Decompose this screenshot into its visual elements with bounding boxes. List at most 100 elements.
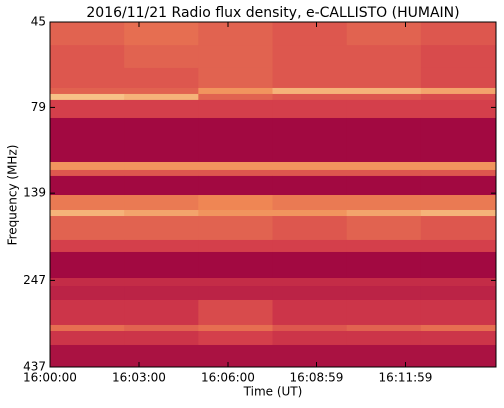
heatmap-cell <box>124 216 199 241</box>
heatmap-cell <box>346 117 422 163</box>
heatmap-cell <box>124 299 199 326</box>
heatmap-cell <box>198 99 274 119</box>
heatmap-cell <box>124 344 199 368</box>
chart-title: 2016/11/21 Radio flux density, e-CALLIST… <box>86 5 459 21</box>
heatmap-cell <box>420 299 497 326</box>
heatmap-cell <box>50 67 125 89</box>
y-axis-label: Frequency (MHz) <box>6 145 20 246</box>
heatmap-cell <box>124 93 199 101</box>
heatmap-cell <box>346 22 422 46</box>
heatmap-cell <box>346 324 422 332</box>
heatmap-cell <box>124 251 199 279</box>
heatmap-cell <box>272 239 348 253</box>
heatmap-cell <box>420 169 497 177</box>
heatmap-cell <box>124 22 199 46</box>
heatmap-cell <box>50 251 125 279</box>
heatmap-cell <box>50 286 125 301</box>
heatmap-cell <box>50 93 125 101</box>
heatmap-cell <box>420 87 497 95</box>
heatmap-cell <box>198 251 274 279</box>
heatmap-cell <box>272 216 348 241</box>
heatmap-cell <box>198 22 274 46</box>
heatmap-cell <box>420 251 497 279</box>
heatmap-cell <box>50 195 125 211</box>
heatmap-cell <box>50 87 125 95</box>
heatmap-cell <box>50 344 125 368</box>
heatmap-cell <box>50 277 125 287</box>
heatmap-cell <box>420 239 497 253</box>
y-tick-label: 79 <box>31 100 46 114</box>
heatmap-cell <box>420 286 497 301</box>
heatmap-cell <box>50 162 125 171</box>
heatmap-cell <box>346 93 422 101</box>
heatmap-cell <box>198 324 274 332</box>
heatmap-cell <box>50 209 125 217</box>
heatmap-cell <box>272 99 348 119</box>
heatmap-cell <box>124 99 199 119</box>
heatmap-cell <box>272 299 348 326</box>
heatmap-cell <box>420 22 497 46</box>
heatmap-cell <box>420 162 497 171</box>
heatmap-cell <box>346 67 422 89</box>
heatmap-cell <box>346 99 422 119</box>
heatmap-cell <box>272 324 348 332</box>
heatmap-cell <box>50 324 125 332</box>
heatmap-cell <box>50 216 125 241</box>
heatmap-cell <box>50 299 125 326</box>
heatmap-cell <box>420 117 497 163</box>
heatmap-cell <box>272 22 348 46</box>
heatmap-cell <box>420 99 497 119</box>
heatmap-cell <box>198 162 274 171</box>
heatmap-cell <box>198 169 274 177</box>
heatmap-cell <box>272 45 348 69</box>
heatmap-cell <box>420 93 497 101</box>
heatmap-cell <box>124 286 199 301</box>
heatmap-cell <box>272 330 348 346</box>
heatmap-cell <box>124 324 199 332</box>
heatmap-cell <box>124 45 199 69</box>
x-tick-label: 16:11:59 <box>379 371 433 385</box>
heatmap-cell <box>272 169 348 177</box>
heatmap-cell <box>124 169 199 177</box>
heatmap-cell <box>272 162 348 171</box>
heatmap-cell <box>50 22 125 46</box>
heatmap-cell <box>50 45 125 69</box>
heatmap-cell <box>124 162 199 171</box>
heatmap-cell <box>272 87 348 95</box>
heatmap-cell <box>346 286 422 301</box>
heatmap-cell <box>272 209 348 217</box>
heatmap-cell <box>346 344 422 368</box>
heatmap-cell <box>346 216 422 241</box>
y-tick-label: 437 <box>23 360 46 374</box>
heatmap-cell <box>198 277 274 287</box>
heatmap-cell <box>198 175 274 196</box>
heatmap-cell <box>346 251 422 279</box>
heatmap-cell <box>198 286 274 301</box>
heatmap-cell <box>198 239 274 253</box>
heatmap-cell <box>124 330 199 346</box>
heatmap-cell <box>272 195 348 211</box>
heatmap-cell <box>272 286 348 301</box>
heatmap-cell <box>272 117 348 163</box>
y-tick-label: 247 <box>23 273 46 287</box>
x-tick-label: 16:06:00 <box>201 371 255 385</box>
heatmap-cell <box>124 277 199 287</box>
heatmap-cell <box>420 277 497 287</box>
heatmap-cell <box>272 344 348 368</box>
heatmap-cell <box>272 93 348 101</box>
heatmap-cell <box>272 175 348 196</box>
heatmap-cell <box>50 330 125 346</box>
heatmap-cell <box>420 344 497 368</box>
heatmap-cell <box>198 117 274 163</box>
heatmap-cell <box>198 216 274 241</box>
heatmap-cell <box>50 175 125 196</box>
heatmap-cell <box>198 344 274 368</box>
heatmap-cell <box>420 45 497 69</box>
heatmap-cell <box>420 330 497 346</box>
heatmap-cell <box>420 216 497 241</box>
y-tick-label: 45 <box>31 15 46 29</box>
heatmap-cell <box>346 239 422 253</box>
heatmap-cell <box>198 330 274 346</box>
heatmap-cell <box>198 45 274 69</box>
